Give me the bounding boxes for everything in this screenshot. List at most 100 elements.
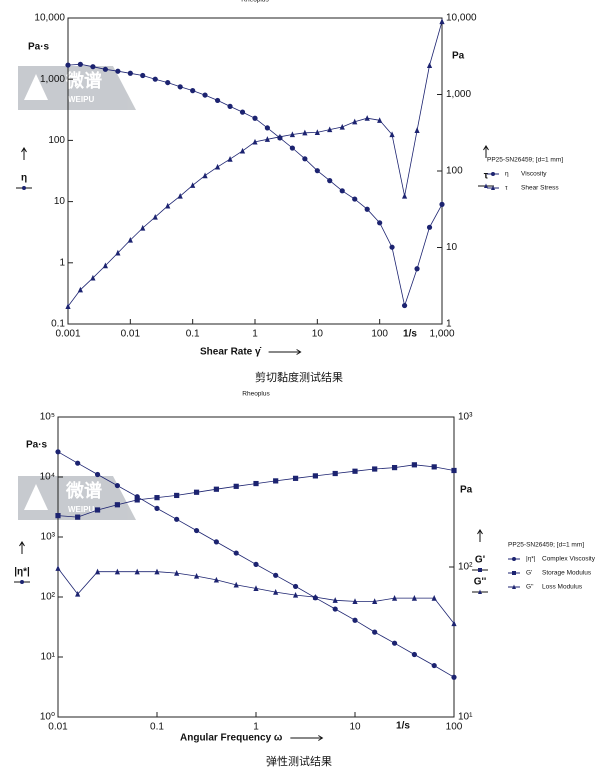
point	[102, 66, 108, 72]
point	[65, 62, 71, 68]
point	[431, 595, 437, 601]
point	[372, 629, 378, 635]
series-line	[67, 21, 443, 307]
watermark: 微谱 WEIPU	[18, 66, 136, 110]
point	[177, 192, 183, 199]
point	[152, 213, 158, 220]
arrow	[477, 529, 483, 542]
point	[273, 572, 279, 578]
point	[227, 156, 233, 162]
legend-symbol: η	[505, 171, 509, 178]
point	[314, 129, 320, 135]
arrow	[290, 735, 324, 741]
point	[233, 581, 239, 588]
watermark-text: 微谱	[65, 70, 102, 91]
y2-axis-key-marker	[478, 568, 482, 572]
point	[90, 274, 96, 281]
legend-label: Complex Viscosity	[542, 556, 596, 563]
point	[289, 131, 295, 138]
point	[292, 583, 299, 590]
plot-frame	[57, 416, 455, 718]
point	[213, 486, 219, 492]
point	[227, 103, 233, 109]
point	[426, 224, 433, 230]
y2-tick-label: 1	[446, 319, 452, 330]
point	[451, 620, 457, 627]
point	[377, 220, 383, 226]
y-tick-label: 100	[48, 135, 65, 146]
legend-marker	[512, 584, 516, 589]
point	[327, 178, 333, 184]
point	[389, 131, 395, 138]
point	[273, 589, 279, 595]
x-tick-label: 0.1	[150, 722, 164, 733]
y-tick-label: 10¹	[41, 652, 56, 663]
y-tick-label: 10²	[41, 592, 56, 603]
x-tick-label: 0.001	[55, 329, 80, 340]
point	[292, 475, 299, 481]
y2-axis-symbol: τ	[484, 171, 489, 182]
y2-axis-symbol: G''	[474, 577, 487, 588]
point	[77, 286, 83, 293]
legend-symbol: τ	[505, 185, 508, 192]
legend-title: PP25-SN26459; [d=1 mm]	[487, 157, 563, 164]
y2-axis-key-marker	[478, 589, 482, 594]
y2-tick-label: 100	[446, 166, 463, 177]
point	[177, 84, 183, 90]
point	[439, 201, 445, 208]
point	[431, 464, 437, 470]
legend-symbol: G'	[526, 570, 532, 577]
watermark-text: 微谱	[65, 480, 102, 501]
point	[372, 466, 378, 472]
y-axis-key-marker	[22, 186, 26, 190]
point	[55, 513, 61, 519]
point	[401, 192, 408, 199]
point	[352, 468, 358, 474]
point	[439, 18, 445, 25]
x-tick-label: 1	[253, 722, 259, 733]
point	[75, 590, 81, 597]
point	[233, 483, 239, 489]
y-tick-label: 10⁴	[40, 472, 55, 483]
point	[352, 118, 358, 125]
watermark-subtext: WEIPU	[68, 95, 94, 104]
point	[202, 92, 208, 98]
y-tick-label: 10⁰	[40, 712, 55, 723]
x-tick-label: 10	[312, 329, 324, 340]
point	[165, 79, 171, 86]
point	[213, 576, 219, 583]
point	[253, 561, 259, 567]
y-tick-label: 10,000	[34, 13, 65, 24]
watermark-logo	[24, 484, 48, 510]
y2-axis-symbol: G'	[475, 555, 485, 566]
point	[352, 617, 358, 623]
point	[90, 64, 96, 70]
y2-tick-label: 10	[446, 242, 458, 253]
point	[127, 70, 133, 76]
point	[252, 138, 258, 145]
y-axis-symbol: |η*|	[14, 567, 30, 578]
x-axis-label: Shear Rate γ̇	[200, 347, 262, 358]
legend-marker	[491, 185, 495, 190]
point	[339, 123, 345, 130]
point	[75, 514, 81, 520]
legend-label: Loss Modulus	[542, 584, 583, 591]
point	[174, 492, 180, 499]
y-tick-label: 1	[59, 257, 65, 268]
point	[253, 480, 259, 487]
arrow	[21, 147, 27, 160]
point	[102, 262, 108, 269]
point	[327, 126, 333, 133]
point	[411, 462, 417, 468]
point	[391, 640, 398, 646]
point	[114, 568, 120, 575]
point	[332, 597, 338, 603]
watermark-logo	[24, 74, 48, 100]
point	[391, 595, 398, 601]
point	[193, 489, 200, 495]
point	[253, 585, 259, 592]
y-tick-label: 10³	[41, 532, 56, 543]
point	[411, 651, 417, 658]
y2-axis-key-marker	[484, 183, 488, 188]
